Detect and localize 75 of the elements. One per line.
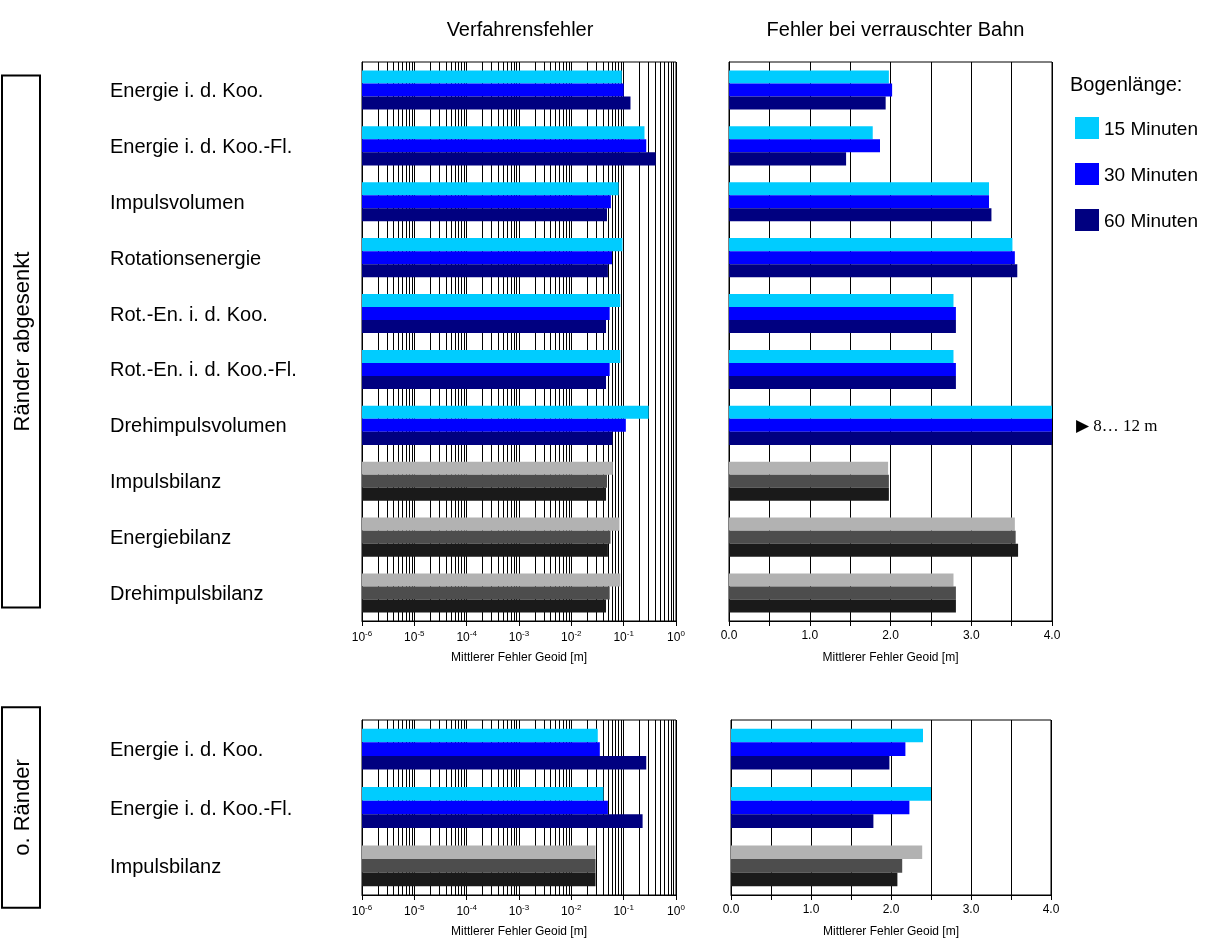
y-tick-label: Energie i. d. Koo.-Fl. — [110, 134, 293, 157]
bar — [729, 126, 873, 140]
bar — [729, 573, 954, 587]
bar — [729, 487, 889, 501]
x-tick-label: 0.0 — [720, 628, 738, 642]
x-axis-title: Mittlerer Fehler Geoid [m] — [450, 650, 588, 664]
y-axis-title: Ränder abgesenkt — [8, 251, 34, 432]
bar — [729, 431, 1052, 445]
bar — [729, 517, 1015, 531]
y-tick-label: Energiebilanz — [110, 526, 232, 549]
bar — [729, 139, 880, 153]
bar — [729, 182, 990, 196]
legend-label: 15 Minuten — [1104, 117, 1199, 139]
annotation: ▶ 8… 12 m — [1076, 415, 1158, 435]
y-tick-label: Impulsbilanz — [110, 854, 222, 877]
x-tick-label: 0.0 — [722, 902, 740, 916]
bar — [729, 405, 1052, 419]
bar — [731, 800, 910, 815]
chart-title: Verfahrensfehler — [446, 18, 594, 40]
x-axis-title: Mittlerer Fehler Geoid [m] — [822, 924, 960, 938]
bar — [729, 293, 954, 308]
legend-label: 30 Minuten — [1104, 163, 1199, 185]
x-tick-label: 4.0 — [1043, 628, 1061, 642]
x-tick-label: 3.0 — [962, 628, 980, 642]
x-axis-title: Mittlerer Fehler Geoid [m] — [822, 650, 959, 664]
y-tick-label: Drehimpulsbilanz — [110, 582, 264, 605]
bar — [729, 349, 954, 363]
x-tick-label: 4.0 — [1042, 902, 1060, 916]
y-tick-label: Impulsbilanz — [110, 470, 222, 493]
bar — [729, 70, 889, 84]
bar — [731, 728, 923, 743]
x-tick-label: 1.0 — [801, 628, 819, 642]
bar — [729, 238, 1013, 252]
bar — [729, 543, 1019, 557]
bar — [731, 845, 923, 860]
bar — [729, 461, 889, 475]
y-axis-title: o. Ränder — [8, 759, 34, 856]
x-tick-label: 3.0 — [962, 902, 980, 916]
legend-label: 60 Minuten — [1104, 209, 1199, 231]
bar — [731, 742, 906, 756]
x-axis-title: Mittlerer Fehler Geoid [m] — [450, 924, 588, 938]
bar — [729, 474, 889, 488]
y-tick-label: Rot.-En. i. d. Koo.-Fl. — [110, 358, 297, 381]
bar — [729, 152, 847, 166]
bar — [731, 859, 903, 873]
bar — [731, 787, 931, 801]
bar — [729, 251, 1015, 265]
bar — [729, 418, 1052, 432]
bar — [729, 320, 956, 334]
chart-title: Fehler bei verrauschter Bahn — [766, 18, 1025, 40]
y-tick-label: Drehimpulsvolumen — [110, 414, 287, 437]
bar — [729, 208, 992, 222]
bar — [729, 530, 1016, 544]
bar — [729, 362, 956, 376]
bar — [729, 586, 956, 600]
bar — [729, 307, 956, 321]
bar — [731, 755, 890, 770]
y-tick-label: Rot.-En. i. d. Koo. — [110, 302, 268, 325]
x-tick-label: 2.0 — [882, 628, 900, 642]
y-tick-label: Impulsvolumen — [110, 190, 245, 213]
bar — [729, 264, 1018, 278]
y-tick-label: Energie i. d. Koo. — [110, 738, 264, 761]
bar — [731, 872, 898, 887]
bar — [729, 83, 893, 97]
y-tick-label: Rotationsenergie — [110, 246, 262, 269]
bar — [729, 599, 956, 613]
bar — [729, 195, 990, 209]
bar — [729, 96, 886, 110]
x-tick-label: 2.0 — [882, 902, 900, 916]
y-tick-label: Energie i. d. Koo.-Fl. — [110, 796, 293, 819]
bar — [729, 375, 956, 390]
bar — [731, 814, 874, 828]
x-tick-label: 1.0 — [802, 902, 820, 916]
y-tick-label: Energie i. d. Koo. — [110, 78, 264, 101]
legend-title: Bogenlänge: — [1070, 73, 1183, 95]
